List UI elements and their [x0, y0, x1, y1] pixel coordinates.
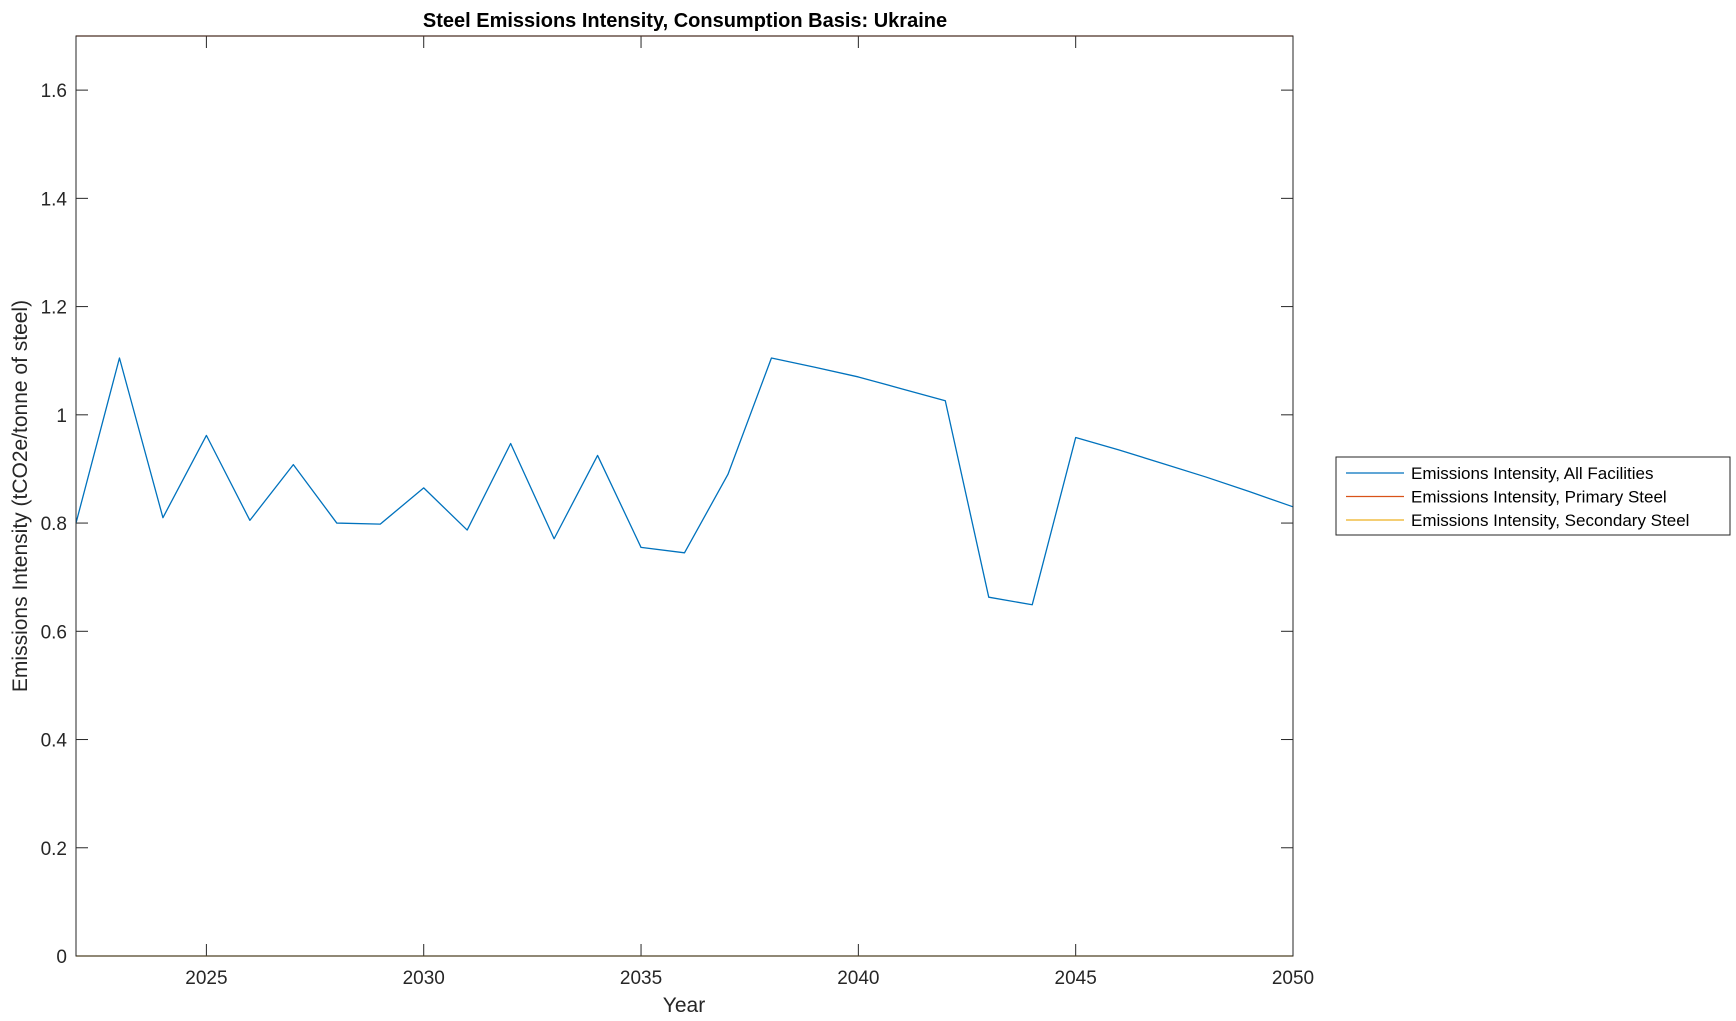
x-axis-ticks: 2025 2030 2035 2040 2045 2050 — [185, 36, 1314, 989]
y-tick-label: 1 — [56, 406, 67, 427]
x-tick-label: 2040 — [837, 968, 879, 989]
y-tick-label: 0.2 — [41, 839, 67, 860]
y-tick-label: 0 — [56, 947, 67, 968]
legend-label: Emissions Intensity, Secondary Steel — [1411, 511, 1689, 530]
y-axis-label: Emissions Intensity (tCO2e/tonne of stee… — [9, 300, 32, 692]
y-tick-label: 0.4 — [41, 731, 68, 752]
y-tick-label: 0.6 — [41, 622, 67, 643]
chart-title: Steel Emissions Intensity, Consumption B… — [423, 10, 947, 32]
legend-label: Emissions Intensity, Primary Steel — [1411, 488, 1667, 507]
x-axis-label: Year — [663, 994, 705, 1017]
x-tick-label: 2045 — [1055, 968, 1097, 989]
y-tick-label: 0.8 — [41, 514, 67, 535]
y-tick-label: 1.6 — [41, 81, 67, 102]
x-tick-label: 2050 — [1272, 968, 1314, 989]
x-tick-label: 2030 — [403, 968, 445, 989]
legend: Emissions Intensity, All Facilities Emiss… — [1335, 456, 1731, 536]
plot-area-border — [75, 35, 1294, 957]
y-tick-label: 1.4 — [41, 189, 68, 210]
series-line-0 — [75, 357, 1294, 606]
legend-label: Emissions Intensity, All Facilities — [1411, 464, 1653, 483]
x-tick-label: 2025 — [185, 968, 227, 989]
y-tick-label: 1.2 — [41, 298, 67, 319]
plot-area-background — [76, 36, 1293, 956]
y-axis-ticks: 0 0.2 0.4 0.6 0.8 1 1.2 1.4 1.6 — [41, 81, 1293, 968]
x-tick-label: 2035 — [620, 968, 662, 989]
